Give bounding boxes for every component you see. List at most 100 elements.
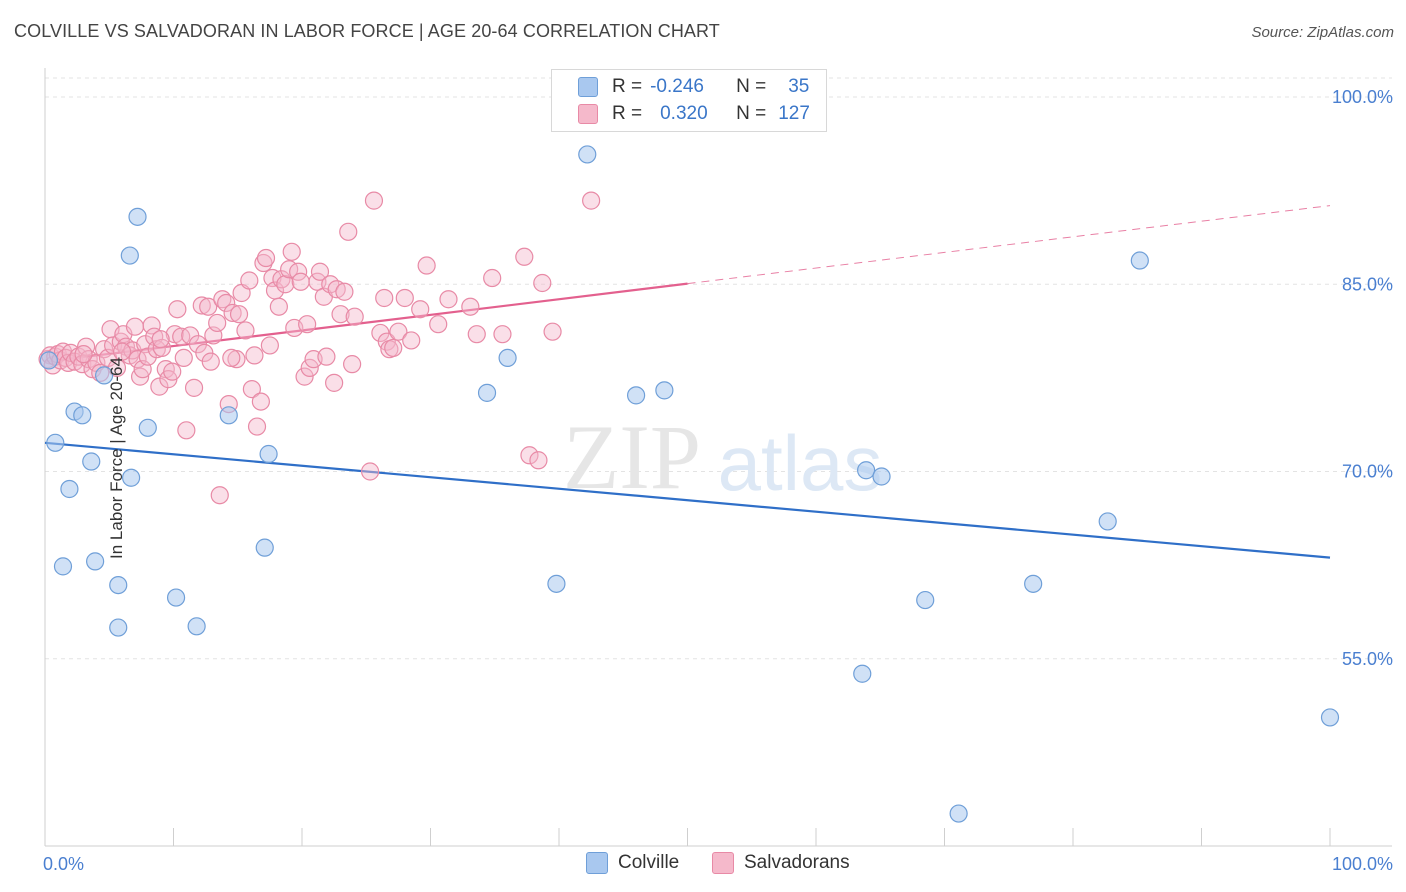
salvadorans-point: [533, 273, 552, 293]
colville-legend-label: Colville: [618, 852, 680, 873]
salvadorans-point: [429, 315, 448, 334]
salvadorans-point: [300, 358, 319, 377]
salvadorans-point: [483, 268, 502, 288]
salvadorans-point: [543, 322, 562, 341]
colville-point: [138, 418, 157, 437]
colville-point: [916, 590, 935, 610]
salvadorans-point: [582, 191, 601, 210]
salvadorans-point: [291, 272, 310, 291]
salvadorans-point: [199, 297, 218, 316]
colville-point: [166, 588, 186, 607]
salvadorans-point: [260, 336, 279, 355]
salvadorans-point: [375, 288, 394, 308]
salvadorans-point: [74, 345, 93, 364]
colville-point: [1098, 512, 1117, 531]
salvadorans-point: [208, 313, 227, 333]
salvadorans-point: [245, 346, 264, 365]
colville-point: [60, 479, 79, 499]
salvadorans-point: [247, 417, 267, 436]
salvadorans-point: [343, 355, 362, 374]
watermark-atlas: atlas: [718, 419, 883, 507]
colville-point: [109, 618, 128, 637]
colville-point: [39, 351, 58, 370]
legend-n-value: 127: [778, 103, 810, 124]
colville-point: [578, 145, 597, 164]
salvadorans-point: [384, 338, 403, 358]
colville-point: [626, 386, 646, 405]
colville-point: [872, 467, 891, 486]
salvadorans-point: [325, 373, 344, 392]
legend-r-label: R =: [612, 103, 643, 124]
salvadorans-point: [240, 271, 259, 290]
salvadorans-point: [217, 293, 236, 313]
colville-point: [259, 444, 278, 464]
legend-n-label: N =: [736, 103, 767, 124]
salvadorans-point: [254, 253, 273, 273]
colville-point: [655, 381, 674, 400]
y-tick-label: 70.0%: [1342, 462, 1393, 482]
colville-point: [547, 574, 566, 593]
salvadorans-point: [112, 342, 132, 361]
colville-point: [95, 366, 114, 385]
salvadorans-point: [177, 421, 196, 440]
salvadorans-point: [467, 325, 486, 344]
salvadorans-point: [125, 317, 145, 336]
salvadorans-legend-icon: [712, 852, 734, 874]
legend-row-salvadorans: R = 0.320 N = 127: [578, 102, 810, 126]
salvadorans-point: [411, 300, 430, 319]
colville-point: [219, 406, 238, 425]
salvadorans-point: [515, 247, 534, 266]
x-tick-label: 100.0%: [1332, 854, 1393, 874]
salvadorans-point: [256, 248, 276, 268]
tick-labels: 55.0% 70.0% 85.0% 100.0% 0.0% 100.0%: [43, 87, 1393, 874]
colville-point: [255, 538, 274, 557]
colville-trend-line: [44, 441, 1331, 559]
salvadorans-point: [317, 347, 336, 366]
salvadorans-point: [335, 282, 354, 301]
colville-point: [73, 406, 92, 425]
salvadorans-trend-extension: [687, 205, 1331, 285]
colville-point: [1130, 251, 1149, 270]
colville-points: [39, 145, 1340, 823]
salvadorans-point: [439, 290, 458, 309]
salvadorans-point: [184, 378, 204, 397]
correlation-legend: R = -0.246 N = 35 R = 0.320 N = 127: [551, 69, 827, 132]
salvadorans-point: [361, 462, 380, 481]
salvadorans-point: [210, 486, 229, 505]
colville-point: [128, 207, 147, 226]
colville-point: [121, 468, 141, 487]
salvadorans-point: [168, 300, 187, 319]
source-label: Source: ZipAtlas.com: [1251, 24, 1394, 41]
legend-r-value: -0.246: [650, 76, 704, 97]
legend-r-value: 0.320: [660, 103, 708, 124]
salvadorans-point: [364, 191, 384, 210]
salvadorans-point: [142, 316, 161, 335]
colville-point: [477, 383, 497, 402]
salvadorans-point: [163, 362, 182, 381]
legend-r-label: R =: [612, 76, 643, 97]
gridlines: [45, 77, 1392, 660]
colville-point: [1320, 708, 1340, 727]
salvadorans-point: [310, 262, 330, 281]
salvadorans-point: [282, 242, 301, 261]
salvadorans-points: [38, 191, 601, 505]
chart-title: COLVILLE VS SALVADORAN IN LABOR FORCE | …: [14, 21, 720, 41]
salvadorans-point: [201, 352, 220, 371]
salvadorans-point: [276, 275, 295, 294]
salvadorans-point: [222, 348, 241, 368]
y-tick-label: 85.0%: [1342, 274, 1393, 294]
colville-point: [949, 804, 968, 823]
salvadorans-point: [389, 322, 408, 341]
salvadorans-point: [417, 256, 436, 275]
bottom-legend-colville: Colville: [586, 852, 679, 874]
colville-point: [1024, 574, 1043, 593]
salvadorans-point: [151, 330, 170, 349]
salvadorans-point: [529, 451, 548, 470]
x-tick-label: 0.0%: [43, 854, 84, 874]
salvadorans-point: [229, 305, 249, 324]
colville-point: [857, 461, 876, 480]
salvadorans-legend-label: Salvadorans: [744, 852, 850, 873]
salvadorans-point: [493, 325, 512, 344]
axes: [44, 68, 1392, 847]
